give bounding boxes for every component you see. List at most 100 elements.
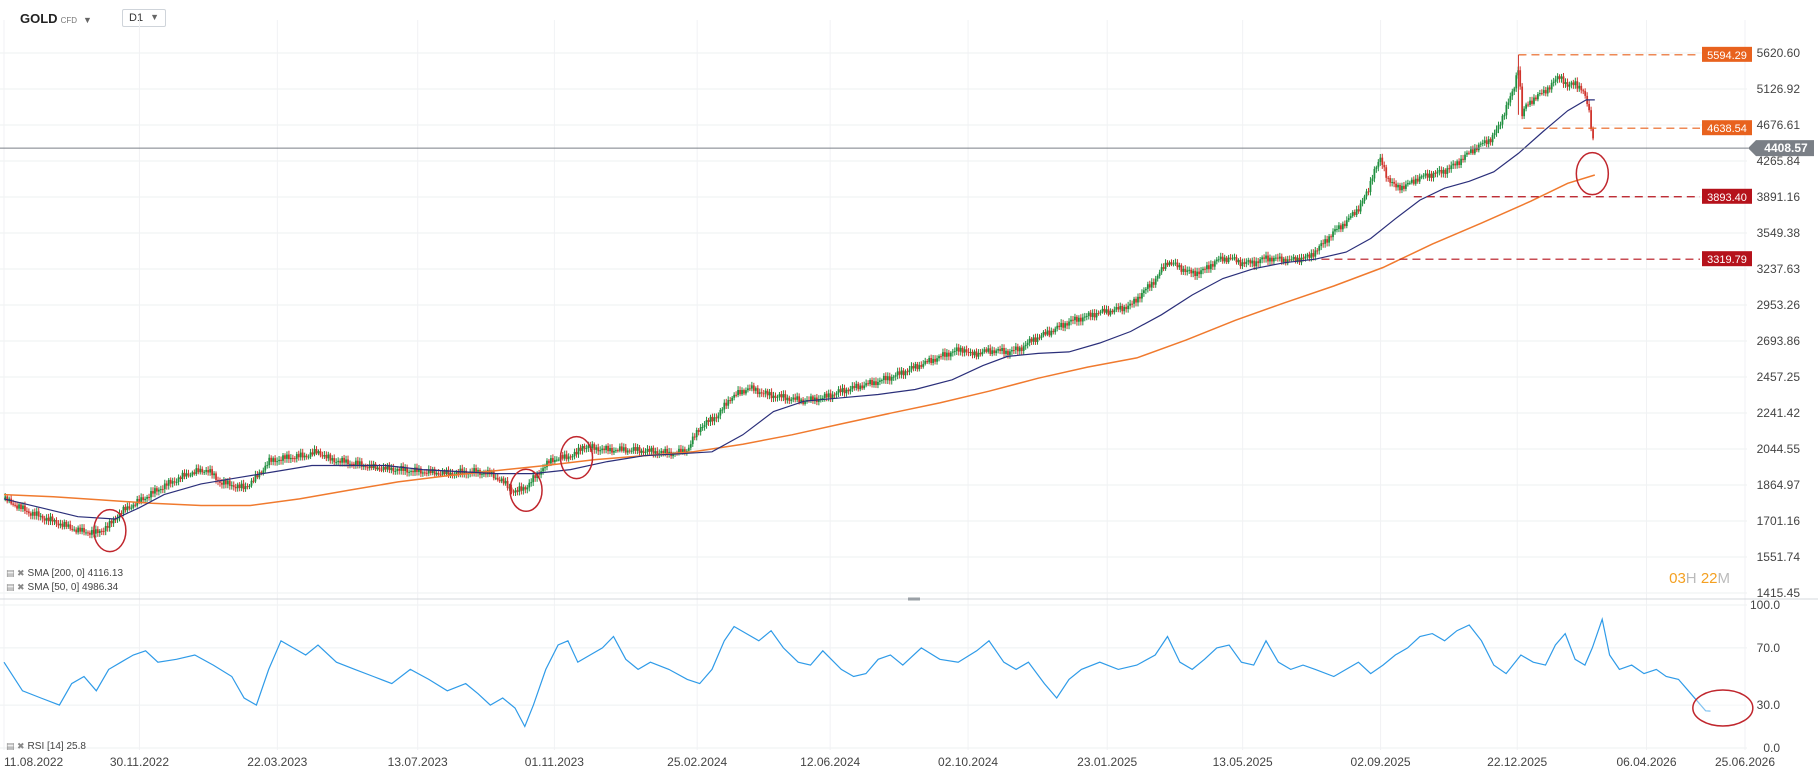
candle-body [118, 512, 121, 519]
candle-body [936, 358, 938, 362]
candle-body [96, 529, 99, 533]
candle-body [1050, 330, 1053, 336]
candle-body [1172, 263, 1175, 265]
candle-body [152, 491, 154, 494]
candle-body [752, 385, 755, 391]
candle-body [812, 396, 814, 402]
candle-body [630, 450, 633, 452]
candle-body [1164, 262, 1167, 269]
candle-body [77, 527, 80, 533]
timeframe-selector[interactable]: D1 ▼ [122, 9, 166, 27]
candle-body [278, 459, 280, 462]
candle-body [1318, 246, 1321, 251]
candle-body [45, 517, 48, 521]
candle-body [567, 456, 570, 460]
candle-body [587, 445, 590, 449]
candle-body [581, 445, 584, 451]
candle-body [892, 376, 895, 378]
candle-body [579, 447, 582, 451]
candle-body [646, 448, 649, 452]
candle-body [1430, 173, 1433, 178]
candle-body [711, 416, 714, 422]
candle-body [739, 389, 741, 395]
candle-body [319, 451, 322, 456]
annotation-circle [1692, 689, 1754, 727]
candle-body [1355, 209, 1358, 215]
sma200-legend[interactable]: ▤ ✖ SMA [200, 0] 4116.13 [6, 568, 123, 579]
candle-body [55, 520, 58, 524]
level-tag [1702, 188, 1752, 204]
candle-body [1509, 96, 1512, 103]
annotation-circle [559, 435, 594, 480]
rsi-label: RSI [14] [27, 741, 64, 752]
candle-body [1259, 259, 1262, 264]
candle-body [347, 459, 349, 465]
candle-body [1300, 257, 1303, 263]
candle-body [628, 450, 631, 452]
candle-body [1121, 305, 1124, 312]
candle-body [1420, 176, 1423, 178]
candle-body [916, 364, 919, 370]
candle-body [1269, 257, 1271, 262]
candle-body [782, 394, 785, 398]
price-axis-label: 2044.55 [1757, 442, 1801, 456]
candle-body [1592, 129, 1594, 139]
candle-body [707, 420, 710, 423]
candle-body [514, 490, 517, 493]
candle-body [999, 349, 1001, 351]
settings-icon[interactable]: ▤ ✖ [6, 741, 25, 751]
candle-body [1322, 243, 1325, 245]
candle-body [1237, 259, 1240, 263]
candle-body [918, 365, 921, 370]
candle-body [1273, 257, 1275, 262]
candle-body [215, 473, 217, 480]
symbol-selector[interactable]: GOLD CFD ▼ [20, 11, 92, 26]
candle-body [272, 458, 275, 462]
sma50-legend[interactable]: ▤ ✖ SMA [50, 0] 4986.34 [6, 582, 118, 593]
candle-body [1582, 90, 1585, 92]
candle-body [1150, 282, 1153, 288]
level-value: 3893.40 [1707, 192, 1747, 204]
candle-body [1434, 172, 1437, 174]
candle-body [512, 491, 515, 493]
candle-body [932, 358, 935, 363]
candle-body [550, 458, 552, 464]
candle-body [975, 351, 978, 357]
candle-body [297, 454, 300, 458]
candle-body [394, 471, 397, 473]
candle-body [1087, 312, 1090, 316]
candle-body [230, 485, 233, 487]
candle-body [1068, 321, 1070, 326]
price-axis-label: 1551.74 [1757, 550, 1801, 564]
candle-body [678, 448, 680, 454]
candle-body [888, 376, 891, 381]
candle-body [114, 519, 117, 521]
candle-body [717, 415, 720, 419]
settings-icon[interactable]: ▤ ✖ [6, 568, 25, 578]
candle-body [1336, 229, 1338, 231]
candle-body [207, 469, 210, 473]
rsi-value: 25.8 [66, 741, 86, 752]
candle-body [1034, 337, 1037, 342]
candle-body [406, 468, 409, 473]
candle-body [1424, 173, 1427, 176]
candle-body [1001, 348, 1003, 351]
candle-body [1111, 310, 1114, 313]
candle-body [1074, 316, 1076, 321]
candle-body [89, 532, 91, 535]
candle-body [1312, 253, 1315, 257]
candle-body [1166, 262, 1169, 266]
candle-body [1523, 108, 1526, 117]
candle-body [1521, 86, 1524, 117]
candle-body [104, 525, 107, 532]
rsi-legend[interactable]: ▤ ✖ RSI [14] 25.8 [6, 741, 86, 752]
candle-body [601, 448, 604, 451]
candle-body [1576, 81, 1579, 89]
candle-body [289, 457, 292, 460]
candle-body [1475, 147, 1478, 151]
candle-body [733, 394, 736, 398]
candle-body [35, 511, 38, 516]
candle-body [849, 389, 852, 392]
settings-icon[interactable]: ▤ ✖ [6, 582, 25, 592]
